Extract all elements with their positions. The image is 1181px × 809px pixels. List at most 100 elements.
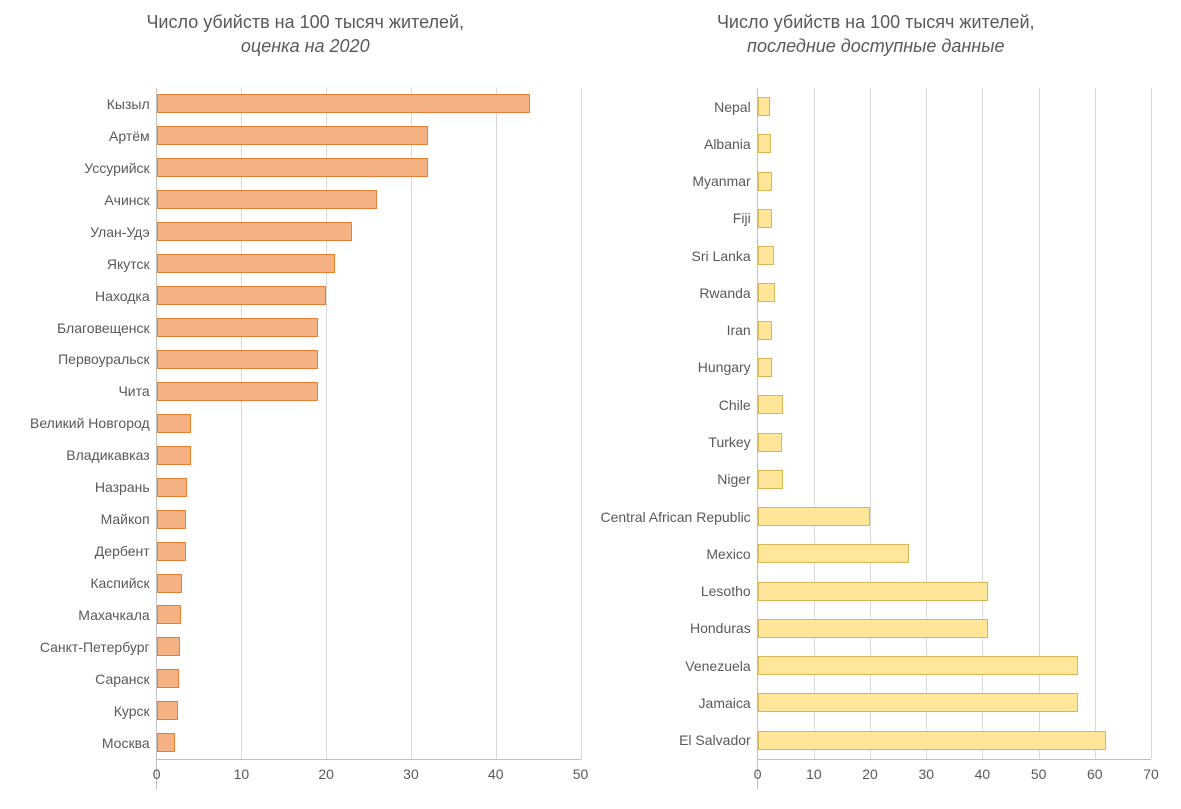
right-bar <box>758 582 988 601</box>
left-xtick: 50 <box>573 766 589 782</box>
left-ylabel: Саранск <box>95 672 149 686</box>
left-bar <box>157 446 191 465</box>
left-bar <box>157 733 176 752</box>
left-ylabel: Первоуральск <box>58 352 150 366</box>
left-ylabel: Курск <box>114 704 150 718</box>
left-ylabel: Махачкала <box>78 608 149 622</box>
right-ylabel: Mexico <box>706 547 750 561</box>
right-ylabel: Venezuela <box>685 659 750 673</box>
right-xtick: 60 <box>1087 766 1103 782</box>
left-bar <box>157 318 318 337</box>
right-bar <box>758 656 1078 675</box>
right-ylabel: Chile <box>719 398 751 412</box>
left-ylabel: Дербент <box>95 544 150 558</box>
right-ylabel: El Salvador <box>679 733 751 747</box>
left-bar <box>157 126 428 145</box>
right-bar <box>758 283 775 302</box>
right-ylabel: Niger <box>717 472 750 486</box>
left-xtick: 40 <box>488 766 504 782</box>
left-ylabel: Артём <box>109 129 150 143</box>
left-chart-panel: Число убийств на 100 тысяч жителей, оцен… <box>20 10 591 789</box>
left-bar <box>157 637 180 656</box>
right-bar <box>758 693 1078 712</box>
right-ylabel: Hungary <box>698 360 751 374</box>
right-bar <box>758 209 773 228</box>
right-xtick: 40 <box>975 766 991 782</box>
left-bar <box>157 542 187 561</box>
right-bars <box>758 88 1151 759</box>
left-bar <box>157 254 335 273</box>
left-ylabel: Улан-Удэ <box>90 225 150 239</box>
left-xtick: 20 <box>318 766 334 782</box>
right-xtick: 70 <box>1143 766 1159 782</box>
left-bar <box>157 94 530 113</box>
right-xtick: 50 <box>1031 766 1047 782</box>
left-ylabel: Ачинск <box>104 193 149 207</box>
grid-line <box>581 88 582 759</box>
left-chart-title: Число убийств на 100 тысяч жителей, оцен… <box>30 10 581 64</box>
left-bar <box>157 350 318 369</box>
right-bar <box>758 172 772 191</box>
left-bar <box>157 478 188 497</box>
right-plot: 010203040506070 <box>757 88 1151 789</box>
left-ylabel: Санкт-Петербург <box>40 640 150 654</box>
right-bar <box>758 619 988 638</box>
grid-line <box>1151 88 1152 759</box>
right-bar <box>758 470 783 489</box>
right-x-axis: 010203040506070 <box>758 759 1151 789</box>
right-ylabel: Albania <box>704 137 751 151</box>
left-bar <box>157 222 352 241</box>
left-bars <box>157 88 581 759</box>
left-xtick: 30 <box>403 766 419 782</box>
right-bar <box>758 544 910 563</box>
right-chart-panel: Число убийств на 100 тысяч жителей, посл… <box>591 10 1162 789</box>
left-bar <box>157 382 318 401</box>
right-xtick: 30 <box>918 766 934 782</box>
right-ylabel: Turkey <box>708 435 750 449</box>
right-ylabel: Jamaica <box>699 696 751 710</box>
left-ylabel: Назрань <box>95 480 150 494</box>
right-bar <box>758 731 1106 750</box>
left-ylabel: Каспийск <box>90 576 149 590</box>
left-ylabel: Владикавказ <box>66 448 149 462</box>
left-ylabel: Майкоп <box>101 512 150 526</box>
right-y-labels: Nepal Albania Myanmar Fiji Sri Lanka Rwanda Ir… <box>601 88 757 789</box>
right-ylabel: Sri Lanka <box>692 249 751 263</box>
title-line1: Число убийств на 100 тысяч жителей, <box>30 10 581 34</box>
right-bar <box>758 395 783 414</box>
left-plot: 01020304050 <box>156 88 581 789</box>
left-xtick: 10 <box>234 766 250 782</box>
right-xtick: 10 <box>806 766 822 782</box>
left-bar <box>157 510 187 529</box>
right-ylabel: Nepal <box>714 100 751 114</box>
right-bar <box>758 433 782 452</box>
left-bar <box>157 286 327 305</box>
left-ylabel: Уссурийск <box>84 161 149 175</box>
left-x-axis: 01020304050 <box>157 759 581 789</box>
left-bar <box>157 190 377 209</box>
left-ylabel: Москва <box>102 736 150 750</box>
left-ylabel: Находка <box>95 289 150 303</box>
right-bar <box>758 507 870 526</box>
right-ylabel: Rwanda <box>699 286 750 300</box>
title-line2: последние доступные данные <box>601 34 1152 58</box>
right-chart-title: Число убийств на 100 тысяч жителей, посл… <box>601 10 1152 64</box>
left-ylabel: Благовещенск <box>57 321 150 335</box>
right-chart-area: Nepal Albania Myanmar Fiji Sri Lanka Rwanda Ir… <box>601 88 1152 789</box>
left-bar <box>157 669 179 688</box>
right-ylabel: Myanmar <box>692 174 750 188</box>
right-xtick: 0 <box>754 766 762 782</box>
left-ylabel: Якутск <box>107 257 150 271</box>
left-chart-area: КызылАртёмУссурийскАчинскУлан-УдэЯкутскН… <box>30 88 581 789</box>
right-ylabel: Fiji <box>733 211 751 225</box>
right-ylabel: Iran <box>727 323 751 337</box>
right-bar <box>758 97 770 116</box>
right-bar <box>758 321 772 340</box>
left-bar <box>157 605 182 624</box>
left-bar <box>157 414 192 433</box>
right-ylabel: Lesotho <box>701 584 751 598</box>
left-xtick: 0 <box>153 766 161 782</box>
left-bar <box>157 158 428 177</box>
right-bar <box>758 134 771 153</box>
left-ylabel: Великий Новгород <box>30 416 150 430</box>
